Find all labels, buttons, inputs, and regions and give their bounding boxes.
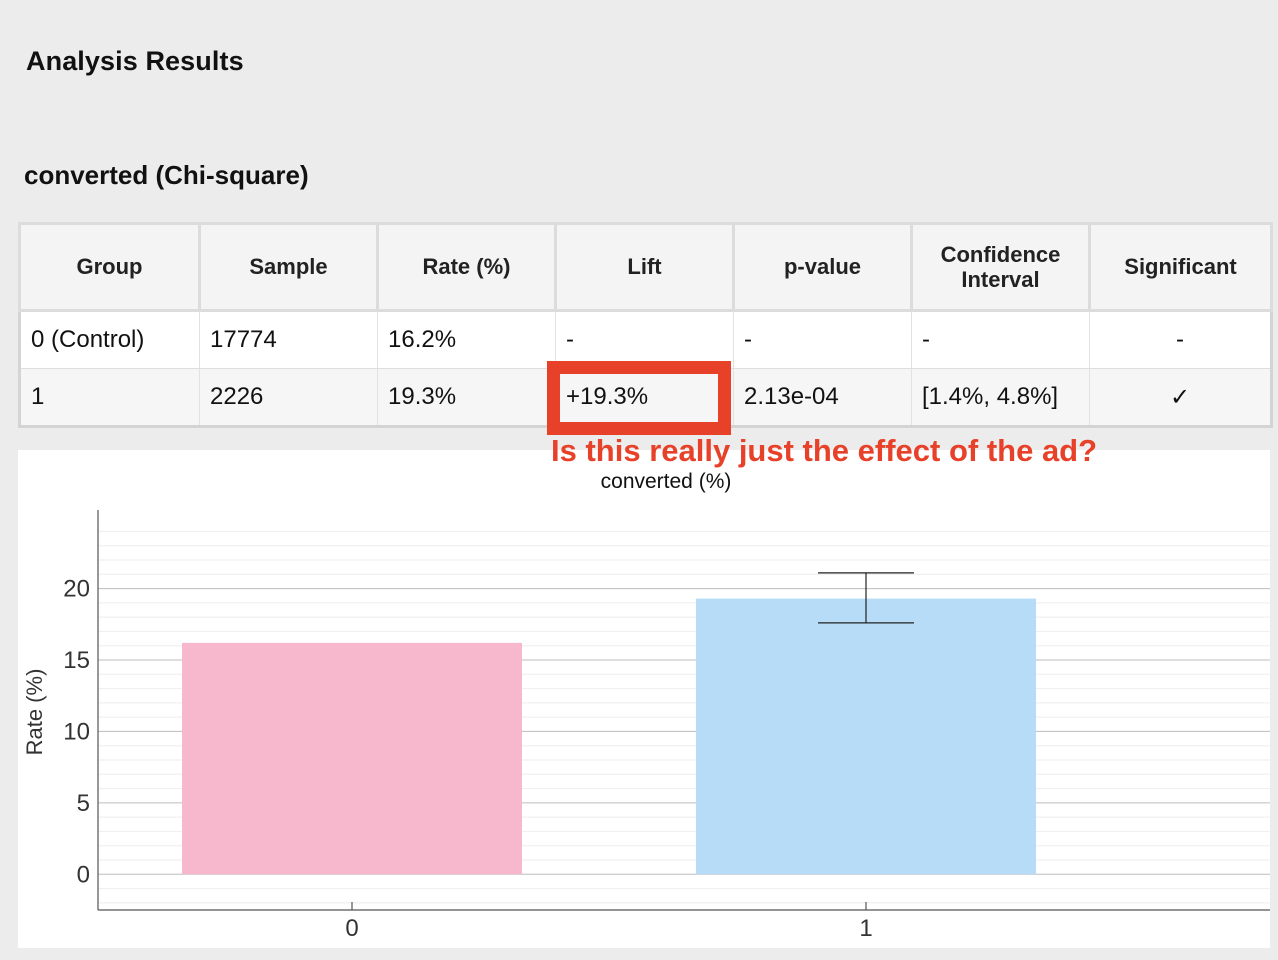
header-confidence-interval: Confidence Interval bbox=[910, 222, 1091, 312]
x-tick-label: 1 bbox=[859, 915, 872, 942]
lift-highlight-box bbox=[547, 361, 731, 435]
header-sample: Sample bbox=[198, 222, 379, 312]
header-p-value: p-value bbox=[732, 222, 913, 312]
chart-panel: 0 5 10 15 20 0 1 bbox=[18, 450, 1270, 948]
header-significant: Significant bbox=[1088, 222, 1273, 312]
table-row: 1 2226 19.3% +19.3% 2.13e-04 [1.4%, 4.8%… bbox=[19, 368, 1272, 427]
y-tick-label: 15 bbox=[63, 647, 90, 674]
section-title: converted (Chi-square) bbox=[24, 160, 309, 190]
bar bbox=[182, 642, 522, 875]
cell-sample: 17774 bbox=[199, 310, 378, 369]
cell-group: 1 bbox=[19, 368, 200, 427]
table-row: 0 (Control) 17774 16.2% - - - - bbox=[19, 310, 1272, 369]
cell-lift: - bbox=[555, 310, 734, 369]
header-rate: Rate (%) bbox=[376, 222, 557, 312]
header-group: Group bbox=[18, 222, 201, 312]
chart-title: converted (%) bbox=[600, 470, 732, 493]
y-axis-label: Rate (%) bbox=[22, 668, 47, 756]
header-lift: Lift bbox=[554, 222, 735, 312]
cell-lift: +19.3% bbox=[555, 368, 734, 427]
cell-sample: 2226 bbox=[199, 368, 378, 427]
cell-rate: 19.3% bbox=[377, 368, 556, 427]
table-header-row: Group Sample Rate (%) Lift p-value Confi… bbox=[18, 222, 1273, 312]
bar bbox=[696, 598, 1036, 875]
cell-significant-check: ✓ bbox=[1089, 368, 1272, 427]
cell-p-value: - bbox=[733, 310, 912, 369]
x-tick-label: 0 bbox=[345, 915, 358, 942]
cell-ci: [1.4%, 4.8%] bbox=[911, 368, 1090, 427]
page-title: Analysis Results bbox=[26, 46, 244, 76]
cell-significant: - bbox=[1089, 310, 1272, 369]
cell-rate: 16.2% bbox=[377, 310, 556, 369]
y-tick-label: 5 bbox=[77, 790, 90, 817]
cell-group: 0 (Control) bbox=[19, 310, 200, 369]
y-tick-label: 0 bbox=[77, 861, 90, 888]
y-tick-label: 20 bbox=[63, 576, 90, 603]
annotation-text: Is this really just the effect of the ad… bbox=[551, 433, 1098, 468]
bar-chart: 0 5 10 15 20 0 1 bbox=[63, 510, 1270, 942]
y-tick-label: 10 bbox=[63, 718, 90, 745]
cell-p-value: 2.13e-04 bbox=[733, 368, 912, 427]
results-table: Group Sample Rate (%) Lift p-value Confi… bbox=[18, 222, 1273, 428]
cell-ci: - bbox=[911, 310, 1090, 369]
